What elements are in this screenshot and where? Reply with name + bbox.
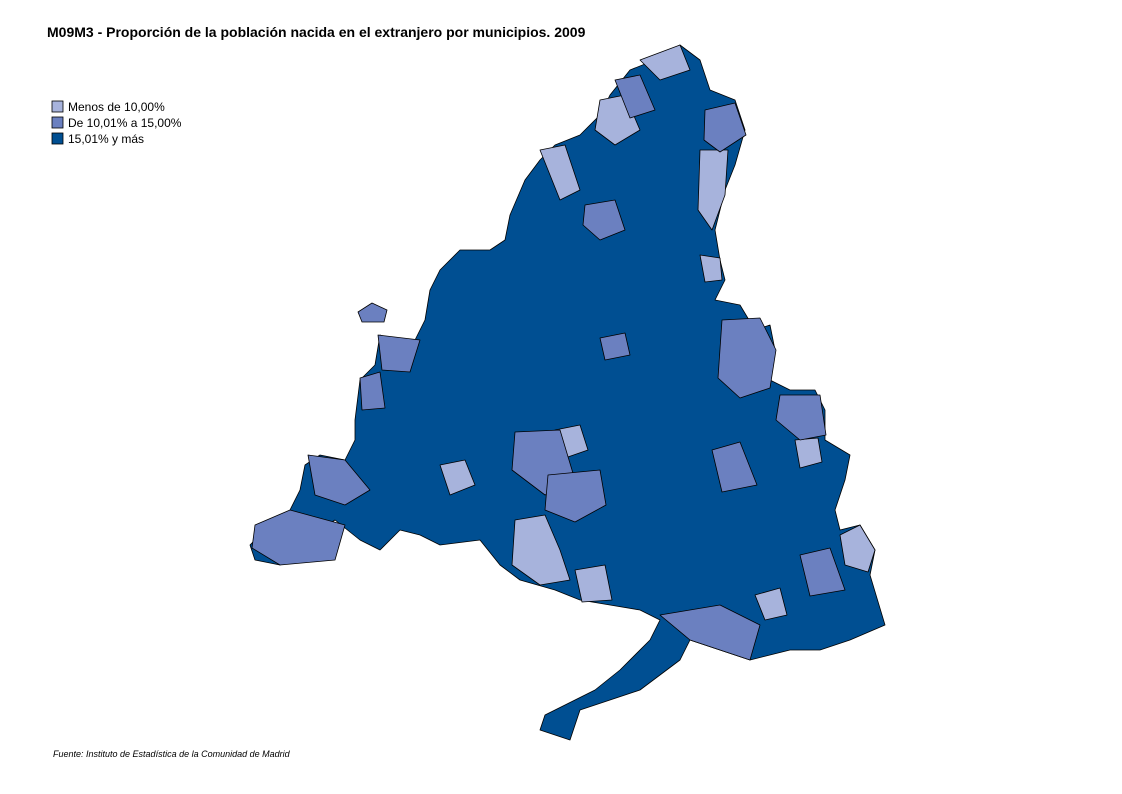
municipality [775, 394, 827, 441]
legend-swatch [51, 132, 64, 145]
legend: Menos de 10,00% De 10,01% a 15,00% 15,01% … [51, 100, 182, 146]
municipality [717, 317, 777, 399]
municipality [703, 102, 747, 153]
municipality [359, 371, 386, 411]
municipality [794, 437, 823, 469]
municipality [754, 587, 788, 621]
map-title: M09M3 - Proporción de la población nacid… [47, 24, 586, 40]
region-outline [249, 44, 886, 741]
legend-label: 15,01% y más [68, 132, 144, 146]
legend-swatch [51, 100, 64, 113]
municipality [511, 514, 571, 586]
municipality [539, 144, 581, 201]
municipality [582, 199, 626, 241]
municipality [307, 454, 371, 506]
municipality [439, 459, 476, 496]
municipality [839, 524, 876, 573]
legend-label: Menos de 10,00% [68, 100, 165, 114]
municipality [639, 44, 691, 81]
municipality [544, 469, 607, 523]
municipality [251, 509, 346, 566]
municipality [377, 334, 421, 373]
municipality [699, 254, 723, 283]
source-note: Fuente: Instituto de Estadística de la C… [53, 749, 291, 759]
municipality [711, 441, 758, 493]
municipality [599, 332, 631, 361]
municipality [574, 564, 613, 603]
municipality [357, 302, 388, 323]
municipality [659, 604, 761, 661]
legend-swatch [51, 116, 64, 129]
municipality [614, 74, 656, 119]
legend-label: De 10,01% a 15,00% [68, 116, 182, 130]
municipality [799, 547, 846, 597]
municipalities [249, 44, 886, 741]
